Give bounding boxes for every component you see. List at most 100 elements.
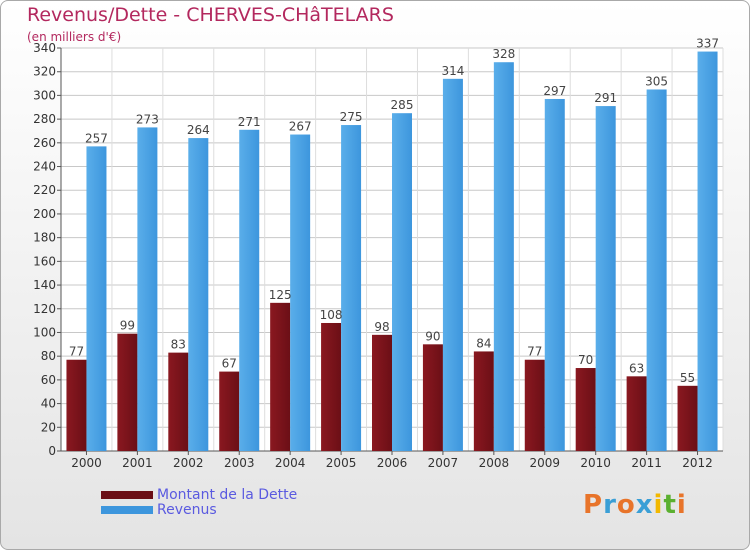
bar-dette <box>524 359 545 451</box>
y-tick-label: 260 <box>33 136 56 150</box>
y-tick-label: 100 <box>33 325 56 339</box>
data-label-revenus: 271 <box>238 115 261 129</box>
bar-revenus <box>697 51 718 452</box>
y-tick-label: 0 <box>48 444 56 458</box>
data-label-revenus: 297 <box>543 84 566 98</box>
data-label-revenus: 305 <box>645 74 668 88</box>
data-label-dette: 90 <box>425 329 440 343</box>
data-label-revenus: 257 <box>85 131 108 145</box>
data-label-revenus: 275 <box>340 110 363 124</box>
bar-revenus <box>137 127 158 451</box>
bar-dette <box>168 352 189 451</box>
bar-dette <box>575 368 596 451</box>
y-tick-label: 200 <box>33 207 56 221</box>
bar-dette <box>372 334 392 451</box>
data-label-revenus: 291 <box>594 91 617 105</box>
proxiti-logo: Proxiti <box>583 490 687 520</box>
x-tick-label: 2010 <box>580 456 611 470</box>
y-tick-label: 220 <box>33 183 56 197</box>
x-tick-label: 2008 <box>479 456 510 470</box>
x-tick-label: 2002 <box>173 456 204 470</box>
data-label-dette: 99 <box>120 319 135 333</box>
y-tick-label: 340 <box>33 41 56 55</box>
chart-title: Revenus/Dette - CHERVES-CHâTELARS <box>27 4 394 26</box>
data-label-dette: 77 <box>527 345 542 359</box>
logo-letter-2: o <box>616 490 636 520</box>
y-tick-label: 240 <box>33 160 56 174</box>
data-label-revenus: 328 <box>492 47 515 61</box>
bar-revenus <box>646 89 667 451</box>
bar-dette <box>270 302 291 451</box>
x-tick-label: 2011 <box>631 456 662 470</box>
data-label-revenus: 285 <box>391 98 414 112</box>
bar-revenus <box>595 106 616 452</box>
legend: Montant de la Dette Revenus <box>101 486 298 518</box>
data-label-revenus: 314 <box>441 64 464 78</box>
data-label-revenus: 267 <box>289 120 312 134</box>
bar-revenus <box>290 134 311 451</box>
y-tick-label: 80 <box>41 349 56 363</box>
legend-label-revenus: Revenus <box>157 501 217 518</box>
y-tick-label: 280 <box>33 112 56 126</box>
bar-revenus <box>86 146 107 452</box>
bar-revenus <box>544 98 565 451</box>
logo-letter-5: t <box>663 490 677 520</box>
data-label-dette: 77 <box>69 345 84 359</box>
bar-dette <box>626 376 647 451</box>
bar-revenus <box>442 78 463 451</box>
bar-dette <box>219 371 240 451</box>
x-tick-label: 2012 <box>682 456 713 470</box>
bar-revenus <box>341 125 362 451</box>
data-label-revenus: 264 <box>187 123 210 137</box>
y-tick-label: 180 <box>33 231 56 245</box>
y-tick-label: 60 <box>41 373 56 387</box>
data-label-dette: 83 <box>171 338 186 352</box>
bar-revenus <box>493 62 514 451</box>
legend-item-dette: Montant de la Dette <box>101 486 298 503</box>
y-tick-label: 140 <box>33 278 56 292</box>
legend-item-revenus: Revenus <box>101 501 297 518</box>
y-tick-label: 160 <box>33 254 56 268</box>
logo-letter-0: P <box>583 490 604 520</box>
bar-revenus <box>392 113 412 452</box>
logo-letter-3: x <box>635 490 654 520</box>
data-label-dette: 55 <box>680 371 695 385</box>
data-label-dette: 98 <box>374 320 389 334</box>
x-tick-label: 2000 <box>71 456 102 470</box>
legend-swatch-revenus <box>101 505 153 514</box>
bar-revenus <box>188 138 209 452</box>
data-label-dette: 67 <box>222 357 237 371</box>
y-tick-label: 320 <box>33 65 56 79</box>
x-tick-label: 2007 <box>428 456 459 470</box>
x-tick-label: 2004 <box>275 456 306 470</box>
logo-letter-1: r <box>603 490 617 520</box>
logo-letter-4: i <box>653 490 664 520</box>
bar-dette <box>117 333 138 451</box>
x-tick-label: 2006 <box>377 456 408 470</box>
data-label-revenus: 273 <box>136 112 159 126</box>
y-tick-label: 120 <box>33 302 56 316</box>
bar-dette <box>677 385 698 451</box>
data-label-dette: 108 <box>320 308 343 322</box>
y-tick-label: 40 <box>41 397 56 411</box>
legend-swatch-dette <box>101 490 153 499</box>
data-label-dette: 84 <box>476 336 491 350</box>
data-label-dette: 125 <box>269 288 292 302</box>
y-tick-label: 300 <box>33 88 56 102</box>
x-tick-label: 2009 <box>529 456 560 470</box>
logo-letter-6: i <box>676 490 687 520</box>
data-label-revenus: 337 <box>696 37 719 51</box>
x-tick-label: 2001 <box>122 456 153 470</box>
bar-dette <box>422 344 443 451</box>
x-tick-label: 2005 <box>326 456 357 470</box>
bar-dette <box>473 351 494 451</box>
bar-revenus <box>239 129 260 452</box>
y-tick-label: 20 <box>41 420 56 434</box>
legend-label-dette: Montant de la Dette <box>157 486 298 503</box>
bar-dette <box>321 322 342 451</box>
x-tick-label: 2003 <box>224 456 255 470</box>
data-label-dette: 70 <box>578 353 593 367</box>
chart-subtitle: (en milliers d'€) <box>27 30 122 44</box>
